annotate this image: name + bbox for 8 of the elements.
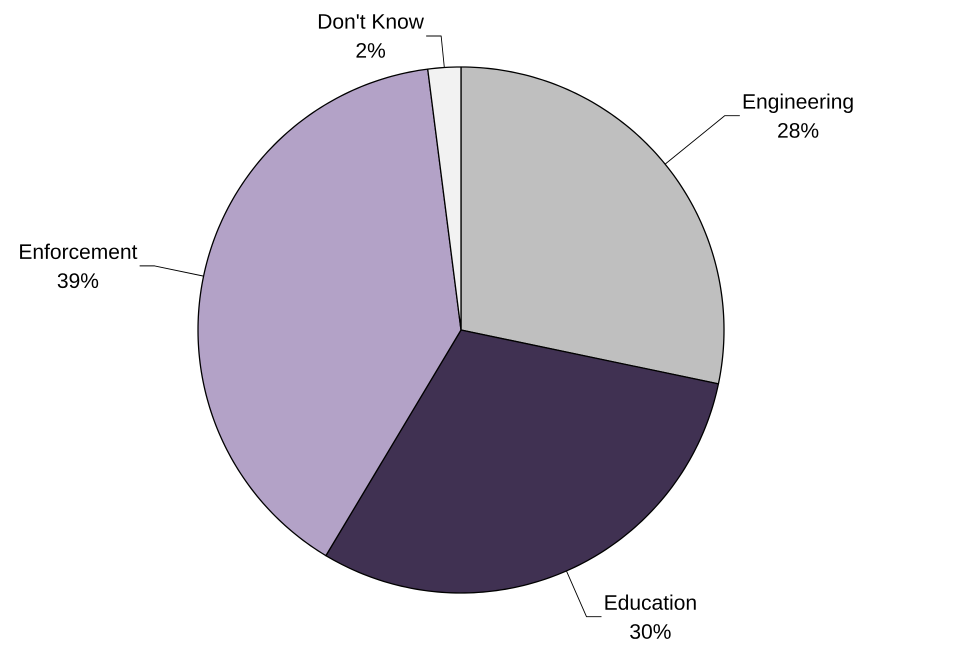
data-label: 30% xyxy=(630,624,671,639)
slice-label: Don't Know xyxy=(318,14,424,29)
data-label: 39% xyxy=(58,273,98,288)
slice-label: Engineering xyxy=(744,93,853,114)
slice-label: Education xyxy=(605,594,696,610)
data-label: 28% xyxy=(778,122,818,138)
slice-label: Enforcement xyxy=(20,244,138,260)
data-label: 2% xyxy=(356,42,386,58)
